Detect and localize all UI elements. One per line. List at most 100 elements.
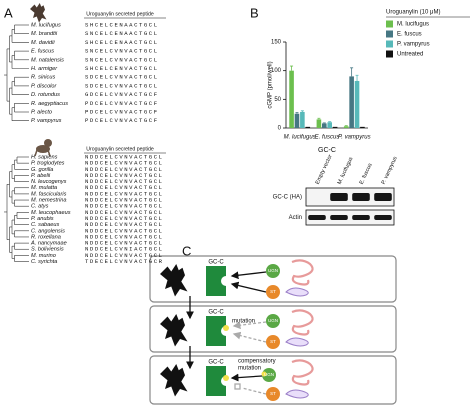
species-name: P. abelii — [31, 173, 51, 179]
species-name: M. nemestrina — [31, 198, 66, 204]
ugn-ligands — [262, 264, 280, 382]
species-name: C. sabaeus — [31, 222, 59, 228]
legend-swatch — [386, 30, 393, 38]
x-axis-label: GC-C — [318, 147, 336, 154]
sequence: NDDCELCVNVACTGCL — [85, 215, 164, 222]
sequence: PDCELCVNVACTGCF — [85, 100, 159, 107]
species-name: G. gorilla — [31, 167, 53, 173]
bar — [305, 126, 311, 128]
bar — [327, 122, 332, 128]
bar — [300, 111, 305, 128]
mutation-label: mutation — [238, 366, 261, 372]
y-axis-label: cGMP (pmol/well) — [268, 61, 274, 108]
blot-row-label: GC-C (HA) — [273, 195, 302, 201]
species-name: R. roxellana — [31, 234, 61, 240]
mutation-label: mutation — [232, 319, 255, 325]
intestines — [291, 259, 314, 386]
legend-title: Uroguanylin (10 μM) — [386, 10, 440, 16]
error-bar — [355, 74, 359, 81]
panel-c-frames — [149, 255, 397, 405]
lane-label: E. fuscus — [359, 162, 374, 185]
error-bar — [322, 122, 326, 124]
species-name: C. atys — [31, 204, 49, 210]
species-name: R. aegyptiacus — [31, 101, 68, 107]
st-label: ST — [270, 391, 276, 396]
error-bar — [300, 110, 304, 112]
st-ligands — [266, 285, 280, 401]
species-name: M. leucophaeus — [31, 210, 71, 216]
sequence: NDDCELCVNVACTGCL — [85, 166, 164, 173]
species-name: M. lucifugus — [31, 22, 61, 28]
panel-label: B — [250, 5, 259, 20]
error-bar — [290, 65, 294, 71]
sequence: NDDCELCVNVACTGCL — [85, 203, 164, 210]
bar — [294, 113, 300, 128]
species-name: S. boliviensis — [31, 247, 64, 253]
blot-row-label: Actin — [289, 215, 302, 221]
mutation-site — [223, 375, 229, 381]
sequence: SHCELCENVACTGCL — [85, 65, 159, 72]
bar — [332, 126, 338, 128]
sequence: NDDCELCVNVACTGCL — [85, 233, 164, 240]
sequence: NDDCELCVNVACTGCL — [85, 153, 164, 160]
sequence: SNCELCVNVACTGCL — [85, 48, 159, 55]
sequence: NDDCELCVNVACTGCL — [85, 190, 164, 197]
species-name: M. mulatta — [31, 185, 57, 191]
species-name: E. fuscus — [31, 49, 54, 55]
blot-frame — [305, 187, 395, 207]
sequence: NDDCELCVNVACTGCL — [85, 252, 164, 259]
sequence: NDDCELCVNVACTGCL — [85, 160, 164, 167]
species-name: N. leucogenys — [31, 179, 67, 185]
species-name: H. sapiens — [31, 154, 58, 160]
ligand-arrows — [230, 271, 267, 395]
sequence: SDCELCVNVACTGCL — [85, 74, 159, 81]
receptor-label: GC-C — [208, 360, 224, 366]
bat-icon — [30, 3, 47, 23]
legend-label: M. lucifugus — [397, 22, 429, 28]
species-name: P. vampyrus — [31, 118, 62, 124]
error-bar — [350, 67, 354, 77]
sequence: GDCELCVNVACTGCF — [85, 91, 159, 98]
species-name: M. natalensis — [31, 57, 64, 63]
blot-frame — [305, 209, 395, 226]
ugn-label: UGN — [268, 268, 278, 273]
species-name: C. syrichta — [31, 259, 57, 265]
sequence: PDCELCVNVACTGCF — [85, 117, 159, 124]
sequence: NDDCELCVNIACTGCL — [85, 246, 164, 253]
mutation-site — [223, 325, 229, 331]
sequence: SNCELCENAACTGCL — [85, 30, 159, 37]
st-label: ST — [270, 339, 276, 344]
species-name: M. davidii — [31, 40, 55, 46]
ugn-label: UGN — [264, 372, 274, 377]
x-tick-label: P. vampyrus — [338, 135, 371, 141]
error-bar — [317, 117, 321, 120]
error-bar — [344, 125, 348, 127]
sequence: SHCELCENAACTGCL — [85, 21, 159, 28]
sequence: PDCELCVNVACTGCF — [85, 108, 159, 115]
species-name: A. nancymaae — [30, 241, 67, 247]
error-bar — [328, 121, 332, 123]
bar — [354, 80, 360, 128]
receptor-label: GC-C — [208, 310, 224, 316]
legend-label: P. vampyrus — [397, 42, 430, 48]
sequence: SHCELCENAACTGCL — [85, 39, 159, 46]
species-name: M. murino — [31, 253, 56, 259]
sequence: TDECELCVNVACTGCR — [85, 258, 164, 265]
species-name: C. angolensis — [31, 228, 65, 234]
bats — [160, 264, 188, 397]
sequence: SDCELCVNVACTGCL — [85, 82, 159, 89]
lane-label: P. vampyrus — [381, 156, 399, 186]
mutation-label: compensatory — [238, 359, 276, 365]
alignment-header: Uroguanylin secreted peptide — [86, 11, 154, 17]
st-label: ST — [270, 289, 276, 294]
ugn-label: UGN — [268, 318, 278, 323]
legend-label: E. fuscus — [397, 32, 422, 38]
bacteria — [285, 287, 309, 399]
species-name: H. armiger — [31, 66, 58, 72]
legend-swatch — [386, 50, 393, 58]
sequence: NDDCELCVNVACTGCL — [85, 221, 164, 228]
x-tick-label: M. lucifugus — [284, 135, 316, 141]
primate-icon — [34, 139, 52, 157]
bar — [343, 126, 349, 128]
